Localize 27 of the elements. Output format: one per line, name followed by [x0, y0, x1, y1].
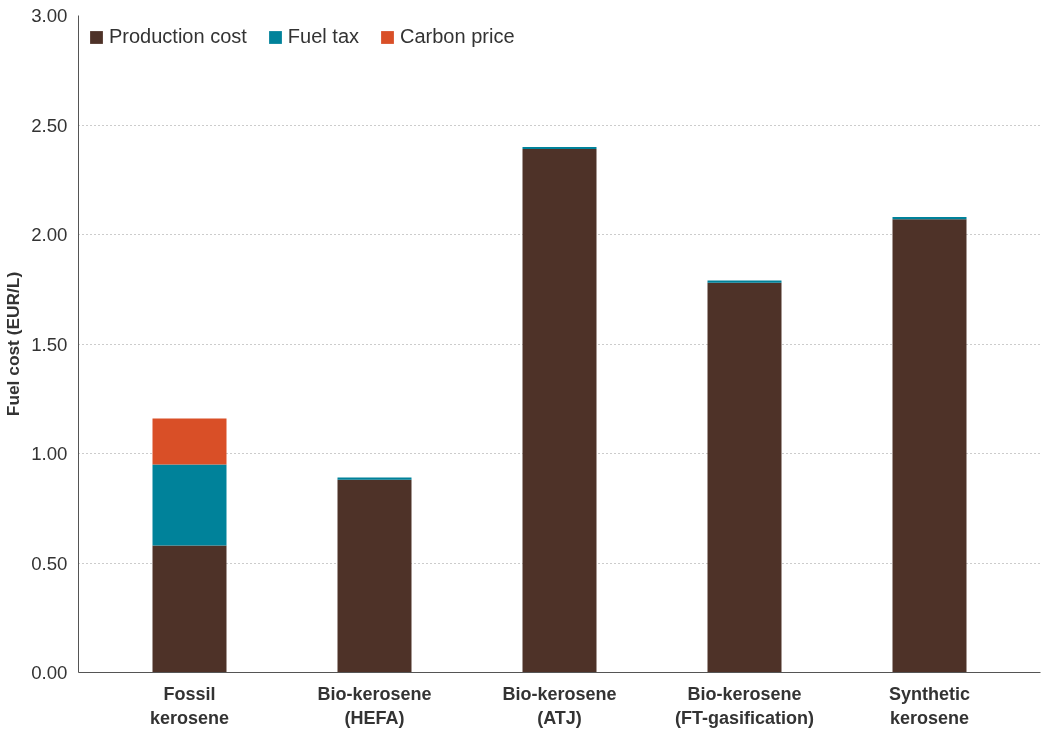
y-tick-label: 1.00	[31, 443, 68, 464]
x-tick-label: Bio-kerosene (FT-gasification)	[675, 683, 815, 728]
x-tick-label: Fossil kerosene	[149, 683, 230, 728]
y-tick-label: 2.50	[31, 114, 68, 136]
legend-label: Fuel tax	[287, 25, 360, 48]
y-tick-label: 0.00	[31, 662, 68, 683]
y-tick-label: 1.50	[31, 333, 68, 355]
bar	[152, 418, 227, 465]
bar	[152, 545, 227, 673]
bar	[892, 219, 967, 673]
bar	[522, 146, 597, 150]
y-tick-label: 2.00	[31, 224, 68, 245]
bar	[152, 464, 227, 546]
x-tick-label: Synthetic kerosene	[888, 683, 971, 728]
bar	[337, 479, 412, 673]
x-tick-label: Bio-kerosene (ATJ)	[502, 683, 617, 728]
bar	[707, 280, 782, 283]
legend-label: Carbon price	[400, 25, 515, 48]
y-tick-label: 3.00	[31, 5, 68, 26]
y-tick-label: 0.50	[31, 552, 68, 574]
bar	[892, 216, 967, 220]
legend-label: Production cost	[109, 25, 247, 48]
y-axis-title: Fuel cost (EUR/L)	[3, 271, 24, 417]
bar	[337, 477, 412, 480]
bar	[522, 149, 597, 673]
bar	[707, 282, 782, 673]
x-tick-label: Bio-kerosene (HEFA)	[317, 683, 432, 728]
